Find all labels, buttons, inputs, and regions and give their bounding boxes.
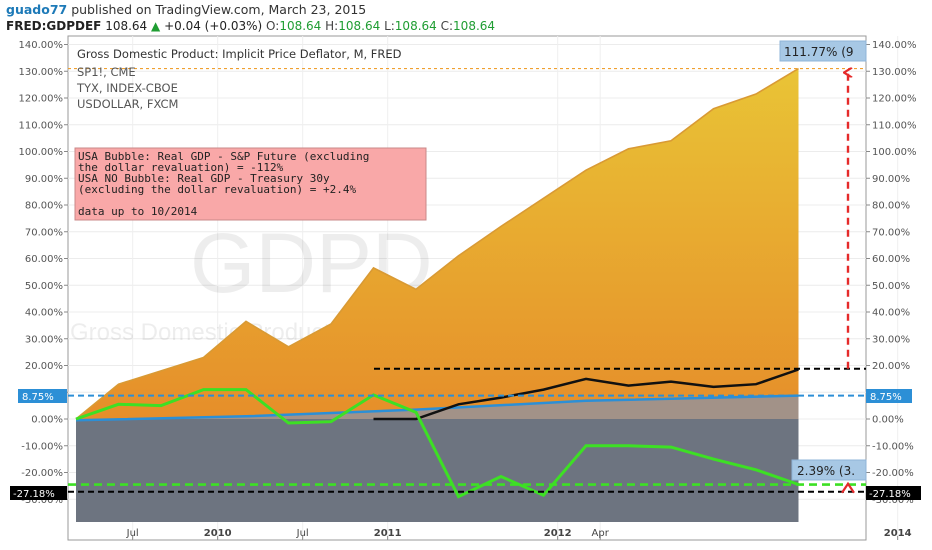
y-tick-label-left: 50.00% [25, 281, 63, 292]
sp-area [76, 68, 799, 419]
y-tick-label-left: 20.00% [25, 361, 63, 372]
sp-line [75, 67, 799, 420]
legend-item-sp: SP1!, CME [77, 65, 136, 79]
y-tick-label-right: -10.00% [872, 441, 914, 452]
reference-lines [68, 67, 866, 493]
y-axis-left: 140.00% 130.00% 120.00% 110.00% 100.00% 90.00… [19, 40, 68, 506]
y-axis-right: 140.00% 130.00% 120.00% 110.00% 100.00% 90.00… [866, 40, 917, 506]
x-axis: Jul2010Jul20112012Apr2014JulNov [126, 528, 912, 540]
y-tick-label-right: 90.00% [872, 174, 910, 185]
up-arrow-icon: ▲ [151, 19, 161, 33]
y-tick-label-right: 20.00% [872, 361, 910, 372]
legend-item-tyx: TYX, INDEX-CBOE [76, 81, 178, 95]
legend-item-usd: USDOLLAR, FXCM [77, 97, 178, 111]
y-tick-label-left: 120.00% [19, 94, 64, 105]
high-label: H: [325, 19, 339, 33]
last-price: 108.64 [105, 19, 148, 33]
publish-line: guado77 published on TradingView.com, Ma… [6, 2, 366, 17]
x-tick-label: 2012 [544, 528, 572, 539]
published-text: published on TradingView.com, March 23, … [71, 2, 367, 17]
badge-right-top [866, 389, 912, 403]
y-tick-label-left: 140.00% [19, 40, 64, 51]
x-tick-label: 2011 [374, 528, 402, 539]
x-tick-label: 2010 [204, 528, 232, 539]
close-label: C: [440, 19, 454, 33]
tyx-line [373, 368, 799, 421]
badge-left-bottom [10, 486, 67, 500]
gdp-line [75, 394, 799, 422]
y-tick-label-left: 110.00% [19, 120, 64, 131]
note-line-3: USA NO Bubble: Real GDP - Treasury 30y [78, 172, 330, 185]
symbol-name: FRED:GDPDEF [6, 19, 102, 33]
close-value: 108.64 [453, 19, 496, 33]
badge-left-bottom-text: -27.18% [13, 489, 55, 500]
measure-box-top-text: 111.77% (9 [784, 45, 854, 59]
measure-box-top[interactable] [779, 40, 867, 62]
x-tick-label: Jul [296, 528, 309, 539]
y-tick-label-left: 90.00% [25, 174, 63, 185]
badge-left-top [18, 389, 67, 403]
badge-right-bottom-text: -27.18% [869, 489, 911, 500]
y-tick-label-left: 80.00% [25, 201, 63, 212]
x-tick-label: Jul [126, 528, 139, 539]
y-tick-label-right: 0.00% [872, 415, 904, 426]
open-label: O: [266, 19, 280, 33]
note-line-4: (excluding the dollar revaluation) = +2.… [78, 183, 357, 196]
red-arrow-small [841, 481, 855, 494]
y-tick-label-right: 140.00% [872, 40, 917, 51]
y-tick-label-right: 60.00% [872, 254, 910, 265]
open-value: 108.64 [279, 19, 322, 33]
low-value: 108.64 [394, 19, 437, 33]
y-tick-label-right: 120.00% [872, 94, 917, 105]
price-change: +0.04 (+0.03%) [164, 19, 263, 33]
y-tick-label-left: 30.00% [25, 334, 63, 345]
y-tick-label-right: 30.00% [872, 334, 910, 345]
badge-left-top-text: 8.75% [22, 392, 54, 403]
y-tick-label-right: 50.00% [872, 281, 910, 292]
y-tick-label-right: 80.00% [872, 201, 910, 212]
legend-title: Gross Domestic Product: Implicit Price D… [77, 47, 402, 61]
measure-box-bottom-text: 2.39% (3. [797, 464, 855, 478]
base-area [76, 419, 799, 522]
high-value: 108.64 [338, 19, 381, 33]
note-line-6: data up to 10/2014 [78, 205, 198, 218]
y-tick-label-left: 60.00% [25, 254, 63, 265]
y-tick-label-left: 100.00% [19, 147, 64, 158]
y-tick-label-left: 130.00% [19, 67, 64, 78]
badge-right-top-text: 8.75% [870, 392, 902, 403]
y-tick-label-left: 70.00% [25, 227, 63, 238]
y-tick-label-right: 40.00% [872, 308, 910, 319]
note-line-1: USA Bubble: Real GDP - S&P Future (exclu… [78, 150, 369, 163]
symbol-line: FRED:GDPDEF 108.64 ▲ +0.04 (+0.03%) O:10… [6, 19, 495, 33]
y-tick-label-right: 110.00% [872, 120, 917, 131]
note-box [74, 147, 427, 221]
y-tick-label-right: 70.00% [872, 227, 910, 238]
gdp-area [76, 395, 799, 421]
x-tick-label: Apr [592, 528, 610, 539]
usd-line [75, 388, 799, 499]
y-tick-label-left: -20.00% [21, 468, 63, 479]
y-tick-label-right: 130.00% [872, 67, 917, 78]
x-tick-label: 2014 [884, 528, 912, 539]
author-link[interactable]: guado77 [6, 2, 68, 17]
low-label: L: [384, 19, 395, 33]
y-tick-label-right: -20.00% [872, 468, 914, 479]
note-line-2: the dollar revaluation) = -112% [78, 161, 284, 174]
badge-right-bottom [866, 486, 921, 500]
y-tick-label-left: -30.00% [21, 495, 63, 506]
measure-box-bottom[interactable] [791, 459, 867, 481]
y-tick-label-right: -30.00% [872, 495, 914, 506]
y-tick-label-left: -10.00% [21, 441, 63, 452]
y-tick-label-right: 100.00% [872, 147, 917, 158]
y-tick-label-left: 0.00% [31, 415, 63, 426]
y-tick-label-left: 40.00% [25, 308, 63, 319]
